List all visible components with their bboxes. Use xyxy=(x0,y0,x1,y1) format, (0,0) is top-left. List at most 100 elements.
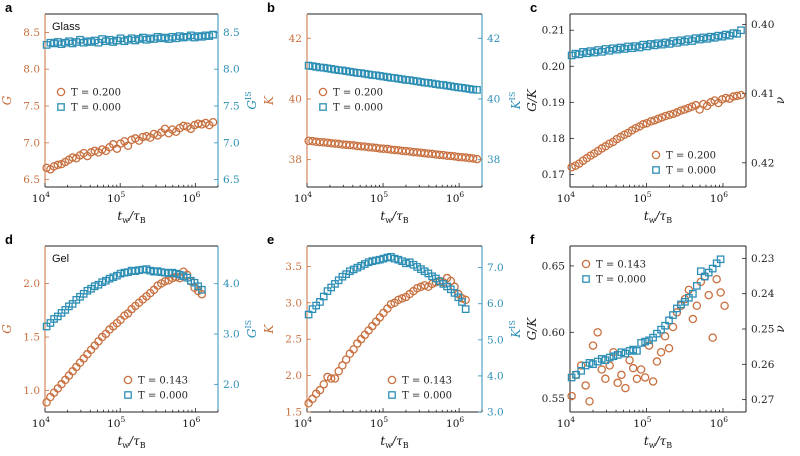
data-point xyxy=(68,153,77,162)
right-axis-label: ν xyxy=(773,97,787,104)
legend: T = 0.200 T = 0.000 xyxy=(651,151,716,177)
data-point xyxy=(656,347,666,357)
right-tick-label: 3.0 xyxy=(223,329,240,341)
legend-label: T = 0.000 xyxy=(71,103,121,114)
data-point xyxy=(681,297,689,306)
data-point xyxy=(638,120,648,129)
right-tick-label: 7.5 xyxy=(223,101,240,113)
legend-marker xyxy=(582,275,590,283)
right-tick-label: 0.40 xyxy=(751,19,774,31)
data-point xyxy=(688,314,698,324)
data-point xyxy=(684,285,694,295)
right-tick-label: 0.25 xyxy=(751,324,774,336)
data-point xyxy=(704,268,713,277)
series-orange-circles xyxy=(567,90,746,172)
data-point xyxy=(696,277,706,287)
data-point xyxy=(669,311,677,319)
data-point xyxy=(304,61,313,70)
data-point xyxy=(613,378,622,388)
legend-marker xyxy=(581,259,591,269)
legend-marker xyxy=(318,87,328,97)
data-point xyxy=(577,366,586,375)
right-tick-label: 40 xyxy=(487,93,500,105)
right-tick-label: 0.42 xyxy=(751,157,774,169)
data-point xyxy=(704,290,713,300)
x-tick-label: 105 xyxy=(370,415,388,430)
right-tick-label: 8.5 xyxy=(223,27,240,39)
data-point xyxy=(684,103,693,113)
left-tick-label: 0.18 xyxy=(542,133,565,145)
series-blue-squares xyxy=(567,255,725,382)
data-point xyxy=(700,272,709,281)
left-tick-label: 3.5 xyxy=(285,261,302,273)
data-point xyxy=(330,374,340,383)
data-point xyxy=(412,283,422,293)
data-point xyxy=(473,86,481,94)
x-tick-label: 104 xyxy=(32,415,50,430)
right-tick-label: 0.41 xyxy=(751,88,774,100)
data-point xyxy=(621,383,630,393)
data-point xyxy=(209,30,217,39)
right-tick-label: 0.23 xyxy=(751,253,774,265)
data-point xyxy=(649,333,657,342)
data-point xyxy=(680,105,689,114)
data-point xyxy=(736,90,746,100)
data-point xyxy=(712,274,721,284)
data-point xyxy=(160,277,170,286)
data-point xyxy=(585,397,594,406)
legend: T = 0.143 T = 0.000 xyxy=(581,259,646,286)
panel-inner-label: Glass xyxy=(52,21,81,33)
legend-label: T = 0.000 xyxy=(596,275,646,286)
x-tick-label: 106 xyxy=(446,415,464,430)
series-blue-squares xyxy=(567,26,745,60)
legend: T = 0.143 T = 0.000 xyxy=(123,376,188,402)
data-point xyxy=(640,373,650,382)
x-tick-label: 105 xyxy=(107,415,125,430)
data-point xyxy=(648,377,658,386)
data-point xyxy=(326,374,336,383)
left-tick-label: 42 xyxy=(289,33,302,45)
legend-label: T = 0.143 xyxy=(596,260,646,271)
data-point xyxy=(567,391,576,401)
x-tick-label: 104 xyxy=(557,415,575,430)
right-tick-label: 42 xyxy=(487,33,500,45)
left-tick-label: 38 xyxy=(289,154,302,166)
x-tick-label: 104 xyxy=(294,190,312,205)
data-point xyxy=(716,288,725,297)
panel-a: a 104 105 106 tw​/τB​ 6.5 7.0 7.5 8.0 8.5 6.5 7.0 7.… xyxy=(0,0,259,225)
x-tick-label: 106 xyxy=(710,415,728,430)
data-point xyxy=(334,366,343,376)
right-tick-label: 6.5 xyxy=(223,174,240,186)
data-point xyxy=(576,361,586,370)
data-point xyxy=(53,160,63,170)
left-tick-label: 2.0 xyxy=(285,370,302,382)
right-tick-label: 0.26 xyxy=(751,359,775,371)
data-point xyxy=(468,154,478,163)
panel-label: b xyxy=(267,0,275,15)
data-point xyxy=(319,380,328,389)
legend: T = 0.200 T = 0.000 xyxy=(318,87,383,114)
left-tick-label: 0.20 xyxy=(542,61,565,73)
data-point xyxy=(609,352,618,361)
data-point xyxy=(315,385,325,395)
x-tick-label: 105 xyxy=(633,415,651,430)
legend-label: T = 0.000 xyxy=(138,391,188,402)
legend-marker xyxy=(388,391,396,399)
right-axis-label: ν xyxy=(773,325,787,332)
panel-label: e xyxy=(267,232,274,247)
series-blue-squares xyxy=(304,252,470,319)
data-point xyxy=(605,361,614,370)
left-tick-label: 0.60 xyxy=(542,327,565,339)
right-tick-label: 4.0 xyxy=(223,278,240,290)
x-axis-label: tw​/τB​ xyxy=(644,209,672,225)
data-point xyxy=(394,295,403,305)
data-point xyxy=(208,117,218,127)
legend-label: T = 0.143 xyxy=(138,376,188,387)
data-point xyxy=(660,332,670,341)
left-tick-label: 0.19 xyxy=(542,97,565,109)
data-point xyxy=(628,363,638,373)
panel-label: a xyxy=(5,0,13,15)
data-point xyxy=(123,141,133,151)
right-axis-label: KIS​ xyxy=(508,92,523,111)
left-tick-label: 0.55 xyxy=(542,393,565,405)
